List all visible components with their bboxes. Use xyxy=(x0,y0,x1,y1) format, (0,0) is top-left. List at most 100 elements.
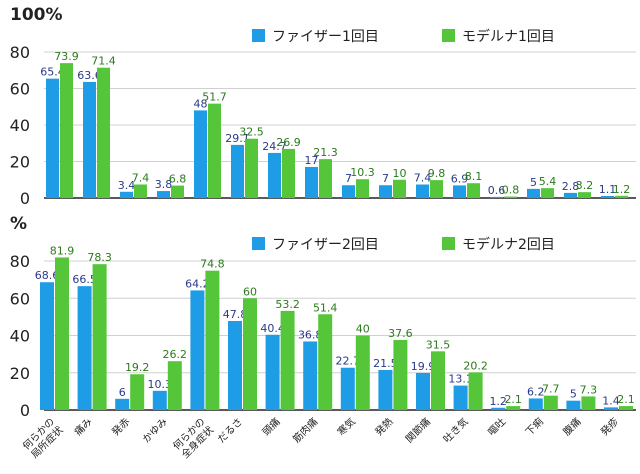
bar-value-label-0-1-5: 32.5 xyxy=(239,126,264,139)
legend-swatch-1-1 xyxy=(442,237,455,250)
bar-1-1-7 xyxy=(318,314,333,410)
bar-1-1-2 xyxy=(130,374,145,410)
bar-value-label-1-0-2: 6 xyxy=(119,386,126,399)
bar-value-label-1-1-15: 2.1 xyxy=(617,393,635,406)
bar-0-0-2 xyxy=(120,191,133,198)
bar-0-1-12 xyxy=(504,196,517,198)
bar-value-label-1-1-13: 7.7 xyxy=(542,383,560,396)
bar-value-label-0-1-13: 5.4 xyxy=(539,175,557,188)
bar-value-label-1-0-13: 6.2 xyxy=(527,385,545,398)
bar-value-label-1-1-10: 31.5 xyxy=(426,338,451,351)
bar-0-0-15 xyxy=(601,195,614,198)
bar-0-0-4 xyxy=(194,110,207,198)
category-label-3: かゆみ xyxy=(140,416,170,446)
bar-0-1-9 xyxy=(393,179,406,198)
y-tick-label-1-60: 60 xyxy=(10,289,30,308)
legend-label-1-0: ファイザー2回目 xyxy=(272,237,379,253)
bar-value-label-0-1-3: 6.8 xyxy=(169,173,187,186)
bar-value-label-0-0-4: 48 xyxy=(194,97,208,110)
bar-0-0-0 xyxy=(46,78,59,198)
bar-1-0-2 xyxy=(115,398,130,410)
bar-1-0-8 xyxy=(340,367,355,410)
y-tick-label-0-40: 40 xyxy=(10,116,30,135)
bar-value-label-0-1-12: 0.8 xyxy=(502,184,520,197)
category-label-5: だるさ xyxy=(215,416,245,446)
bar-value-label-1-0-1: 66.5 xyxy=(72,273,97,286)
bar-value-label-0-0-7: 17 xyxy=(305,154,319,167)
category-label-11: 吐き気 xyxy=(440,415,470,445)
bar-value-label-0-0-12: 0.6 xyxy=(488,184,506,197)
legend-label-0-0: ファイザー1回目 xyxy=(272,29,379,45)
category-label-14: 腹痛 xyxy=(560,415,583,438)
bar-1-0-12 xyxy=(491,407,506,410)
bar-value-label-0-1-10: 9.8 xyxy=(428,167,446,180)
y-tick-label-1-20: 20 xyxy=(10,364,30,383)
bar-value-label-1-0-6: 40.4 xyxy=(260,322,285,335)
bar-value-label-0-0-11: 6.9 xyxy=(451,172,469,185)
bar-0-1-4 xyxy=(208,103,221,198)
bar-value-label-0-1-4: 51.7 xyxy=(202,91,227,104)
bar-value-label-1-0-4: 64.2 xyxy=(185,277,210,290)
category-label-line: かゆみ xyxy=(140,416,170,446)
bar-0-1-15 xyxy=(615,195,628,198)
category-label-line: 吐き気 xyxy=(440,415,470,445)
category-label-line: 頭痛 xyxy=(259,415,282,438)
bar-1-1-15 xyxy=(619,406,633,410)
bar-value-label-0-1-1: 71.4 xyxy=(91,55,116,68)
bar-value-label-1-1-14: 7.3 xyxy=(580,383,598,396)
bar-value-label-1-0-15: 1.4 xyxy=(602,394,620,407)
legend-label-1-1: モデルナ2回目 xyxy=(462,236,555,253)
bar-value-label-1-0-14: 5 xyxy=(570,388,577,401)
bar-value-label-1-0-9: 21.5 xyxy=(373,357,398,370)
bar-1-1-4 xyxy=(205,270,220,410)
bar-0-1-10 xyxy=(430,180,443,198)
bar-0-0-12 xyxy=(490,196,503,198)
bar-value-label-1-1-11: 20.2 xyxy=(463,359,488,372)
bar-value-label-1-1-5: 60 xyxy=(243,285,257,298)
y-unit-label-1: % xyxy=(10,214,27,234)
bar-1-1-13 xyxy=(543,395,558,410)
bar-0-1-11 xyxy=(467,183,480,198)
bar-value-label-1-1-9: 37.6 xyxy=(388,327,413,340)
category-label-line: 嘔吐 xyxy=(486,416,509,439)
bar-0-0-9 xyxy=(379,185,392,198)
bar-value-label-1-1-8: 40 xyxy=(356,323,370,336)
y-tick-label-0-0: 0 xyxy=(20,189,30,208)
bar-1-0-3 xyxy=(152,390,167,410)
bar-1-0-7 xyxy=(303,341,318,410)
category-label-15: 発疹 xyxy=(598,415,621,438)
bar-0-1-1 xyxy=(97,67,110,198)
category-label-0: 何らかの局所症状 xyxy=(20,415,66,461)
bar-1-1-6 xyxy=(280,310,295,410)
bar-1-0-10 xyxy=(416,372,430,410)
bar-1-0-13 xyxy=(528,398,543,410)
bar-value-label-0-1-2: 7.4 xyxy=(132,171,150,184)
bar-1-0-4 xyxy=(190,290,205,410)
category-label-line: 発赤 xyxy=(109,415,132,438)
y-tick-label-1-80: 80 xyxy=(10,252,30,271)
bar-value-label-1-1-3: 26.2 xyxy=(163,348,188,361)
bar-0-0-11 xyxy=(453,185,466,198)
bar-0-0-6 xyxy=(268,152,281,198)
bar-value-label-0-0-8: 7 xyxy=(345,172,352,185)
bar-value-label-1-1-0: 81.9 xyxy=(50,244,75,257)
bar-value-label-1-0-5: 47.8 xyxy=(223,308,248,321)
bar-0-0-1 xyxy=(83,81,96,198)
bar-0-1-8 xyxy=(356,179,369,198)
bar-0-0-5 xyxy=(231,144,244,198)
bar-value-label-0-0-6: 24.7 xyxy=(262,140,287,153)
bar-1-1-9 xyxy=(393,339,408,410)
bar-0-1-7 xyxy=(319,159,332,198)
category-label-6: 頭痛 xyxy=(259,415,282,438)
bar-value-label-0-0-3: 3.8 xyxy=(155,178,173,191)
bar-0-0-13 xyxy=(527,188,540,198)
bar-value-label-1-0-3: 10.3 xyxy=(148,378,173,391)
category-label-10: 関節痛 xyxy=(403,415,433,445)
category-label-line: だるさ xyxy=(215,416,245,446)
bar-0-1-5 xyxy=(245,138,258,198)
category-label-2: 発赤 xyxy=(109,415,132,438)
bar-value-label-1-1-7: 51.4 xyxy=(313,301,338,314)
bar-1-0-9 xyxy=(378,369,393,410)
